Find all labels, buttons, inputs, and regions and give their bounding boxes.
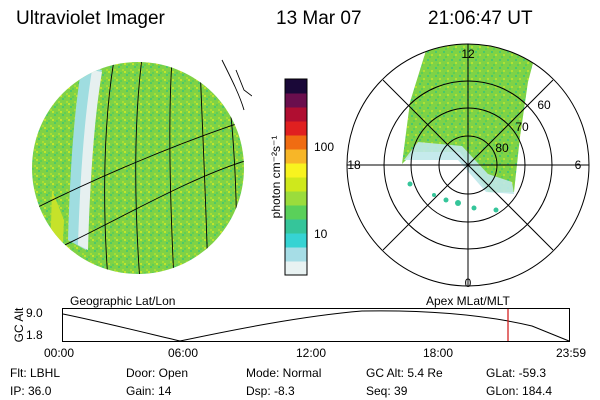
colorbar-band (285, 79, 307, 94)
left-panel-caption: Geographic Lat/Lon (70, 294, 176, 308)
altitude-xtick-0: 00:00 (44, 346, 75, 360)
colorbar-band (285, 163, 307, 178)
altitude-ytick-high: 9.0 (26, 306, 43, 320)
colorbar-band (285, 107, 307, 122)
altitude-xtick-1: 06:00 (168, 346, 199, 360)
mlt-label-12: 12 (461, 47, 475, 61)
colorbar (284, 78, 308, 276)
colorbar-band (285, 177, 307, 192)
info-glat: GLat: -59.3 (486, 366, 547, 380)
colorbar-band (285, 93, 307, 108)
info-gain: Gain: 14 (126, 384, 172, 398)
info-gcalt: GC Alt: 5.4 Re (366, 366, 443, 380)
time-label: 21:06:47 UT (428, 8, 533, 29)
colorbar-tick-10: 10 (314, 227, 328, 241)
altitude-ylabel: GC Alt (12, 307, 26, 343)
geographic-image (32, 59, 252, 274)
colorbar-band (285, 247, 307, 262)
mlat-label-60: 60 (537, 98, 551, 112)
instrument-title: Ultraviolet Imager (16, 8, 165, 29)
colorbar-band (285, 233, 307, 248)
colorbar-band (285, 149, 307, 164)
colorbar-tick-100: 100 (314, 140, 335, 154)
colorbar-band (285, 261, 307, 276)
info-door: Door: Open (126, 366, 189, 380)
info-glon: GLon: 184.4 (486, 384, 553, 398)
date-label: 13 Mar 07 (276, 8, 362, 29)
polar-plot: 12 18 6 0 60 70 80 (346, 43, 590, 290)
colorbar-band (285, 121, 307, 136)
info-dsp: Dsp: -8.3 (246, 384, 295, 398)
colorbar-unit-label: photon cm⁻²s⁻¹ (269, 135, 283, 219)
colorbar-band (285, 219, 307, 234)
info-mode: Mode: Normal (246, 366, 322, 380)
info-seq: Seq: 39 (366, 384, 408, 398)
altitude-xtick-4: 23:59 (556, 346, 587, 360)
mlt-label-18: 18 (347, 158, 361, 172)
mlat-label-80: 80 (495, 141, 509, 155)
mlt-label-0: 0 (465, 276, 472, 290)
info-flt: Flt: LBHL (10, 366, 61, 380)
altitude-xtick-3: 18:00 (423, 346, 454, 360)
right-panel-caption: Apex MLat/MLT (426, 294, 510, 308)
mlat-label-70: 70 (515, 120, 529, 134)
colorbar-band (285, 135, 307, 150)
mlt-label-6: 6 (575, 158, 582, 172)
info-ip: IP: 36.0 (10, 384, 52, 398)
altitude-ytick-low: 1.8 (26, 328, 43, 342)
colorbar-band (285, 205, 307, 220)
altitude-plot (62, 308, 570, 342)
altitude-xtick-2: 12:00 (296, 346, 327, 360)
colorbar-band (285, 191, 307, 206)
